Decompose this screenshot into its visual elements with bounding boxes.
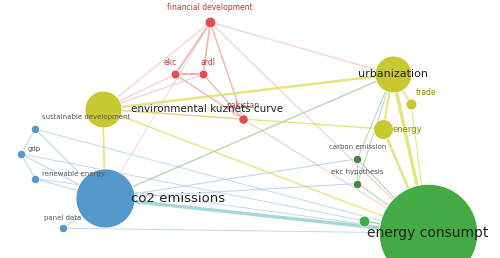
Point — [379, 127, 387, 131]
Text: financial development: financial development — [168, 3, 253, 12]
Text: sustainable development: sustainable development — [42, 114, 130, 120]
Text: carbon emission: carbon emission — [329, 144, 386, 150]
Text: renewable energy: renewable energy — [42, 171, 105, 177]
Text: energy: energy — [392, 125, 422, 133]
Point — [388, 72, 396, 76]
Text: co2 emissions: co2 emissions — [131, 192, 225, 205]
Point — [171, 72, 179, 76]
Text: pakistan: pakistan — [226, 101, 260, 110]
Text: panel data: panel data — [44, 215, 82, 221]
Point — [407, 102, 415, 106]
Point — [354, 182, 362, 186]
Point — [354, 157, 362, 161]
Point — [239, 117, 247, 121]
Text: environmental kuznets curve: environmental kuznets curve — [131, 104, 283, 114]
Text: ekc hypothesis: ekc hypothesis — [331, 169, 384, 175]
Point — [31, 176, 39, 181]
Text: urbanization: urbanization — [358, 69, 428, 79]
Point — [200, 72, 207, 76]
Point — [99, 107, 107, 111]
Point — [17, 152, 25, 156]
Point — [206, 20, 214, 25]
Point — [360, 219, 368, 223]
Text: ardl: ardl — [200, 58, 216, 67]
Text: energy consumpt: energy consumpt — [367, 226, 488, 240]
Point — [31, 127, 39, 131]
Point — [101, 196, 109, 200]
Point — [59, 226, 67, 230]
Text: trade: trade — [416, 88, 436, 97]
Text: ekc: ekc — [164, 58, 177, 67]
Text: gdp: gdp — [28, 146, 41, 152]
Point — [424, 231, 432, 235]
